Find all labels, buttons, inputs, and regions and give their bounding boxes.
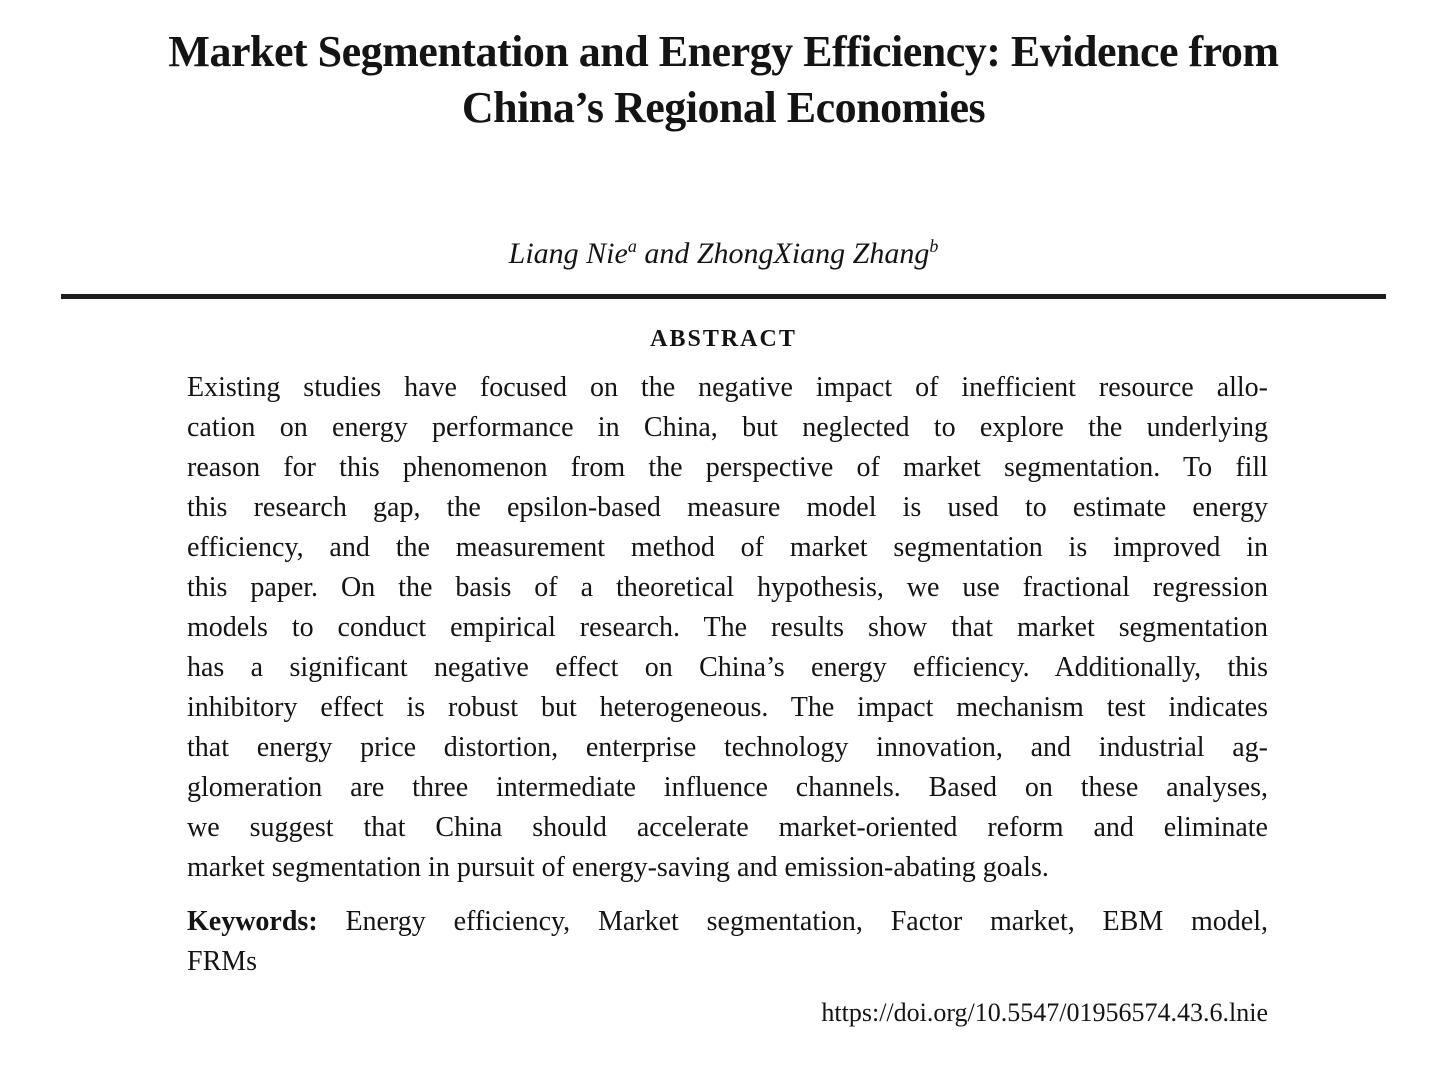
keywords-label: Keywords:: [187, 906, 318, 937]
abstract-line-1: Existing studies have focused on the neg…: [187, 372, 1268, 403]
abstract-line-4: this research gap, the epsilon-based mea…: [187, 492, 1268, 523]
keywords-line-2: FRMs: [187, 946, 258, 977]
abstract-line-9: inhibitory effect is robust but heteroge…: [187, 692, 1268, 723]
abstract-body: Existing studies have focused on the neg…: [187, 368, 1268, 888]
abstract-heading: ABSTRACT: [650, 326, 797, 352]
paper-title-line-1: Market Segmentation and Energy Efficienc…: [168, 27, 1279, 76]
abstract-line-11: glomeration are three intermediate influ…: [187, 772, 1268, 803]
abstract-line-13: market segmentation in pursuit of energy…: [187, 852, 1049, 883]
author-2-affiliation-mark: b: [929, 236, 939, 256]
paper-title: Market Segmentation and Energy Efficienc…: [0, 24, 1447, 136]
author-line: Liang Niea and ZhongXiang Zhangb: [0, 236, 1447, 272]
keywords-line-1: Keywords: Energy efficiency, Market segm…: [187, 902, 1268, 942]
author-2-name: ZhongXiang Zhang: [696, 237, 930, 270]
abstract-line-5: efficiency, and the measurement method o…: [187, 532, 1268, 563]
paper-page: Market Segmentation and Energy Efficienc…: [0, 24, 1447, 1068]
abstract-line-8: has a significant negative effect on Chi…: [187, 652, 1268, 683]
keywords-text: Energy efficiency, Market segmentation, …: [345, 906, 1269, 937]
authors-connector: and: [636, 237, 697, 270]
author-1-affiliation-mark: a: [627, 236, 637, 256]
keywords-block: Keywords: Energy efficiency, Market segm…: [187, 902, 1268, 982]
abstract-line-7: models to conduct empirical research. Th…: [187, 612, 1268, 643]
title-separator-rule: [61, 294, 1386, 299]
abstract-line-12: we suggest that China should accelerate …: [187, 812, 1268, 843]
paper-title-line-2: China’s Regional Economies: [461, 83, 986, 132]
abstract-line-2: cation on energy performance in China, b…: [187, 412, 1268, 443]
doi-text: https://doi.org/10.5547/01956574.43.6.ln…: [821, 998, 1268, 1027]
abstract-line-10: that energy price distortion, enterprise…: [187, 732, 1268, 763]
author-1-name: Liang Nie: [508, 237, 628, 270]
abstract-line-6: this paper. On the basis of a theoretica…: [187, 572, 1268, 603]
abstract-line-3: reason for this phenomenon from the pers…: [187, 452, 1268, 483]
